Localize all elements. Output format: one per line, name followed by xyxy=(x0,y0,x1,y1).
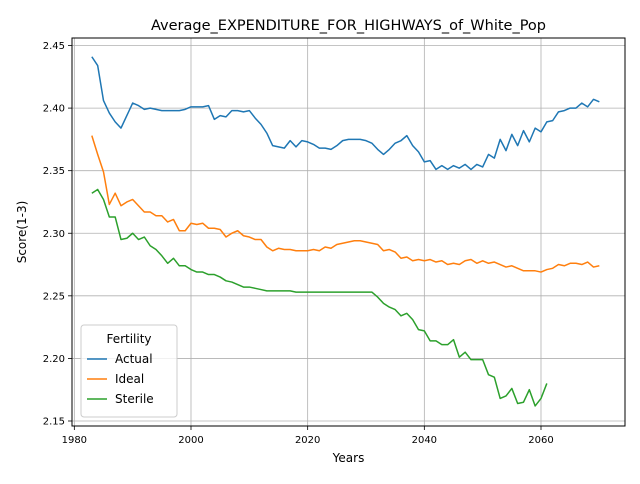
legend: Fertility Actual Ideal Sterile xyxy=(80,324,178,418)
ticks: 1980 2000 2020 2040 2060 2.15 2.20 2.25 2.30 2.35… xyxy=(43,41,554,446)
y-tick-label: 2.40 xyxy=(43,104,65,115)
x-tick-label: 2000 xyxy=(178,435,203,446)
x-tick-label: 2040 xyxy=(412,435,437,446)
series-line-sterile xyxy=(91,188,548,407)
chart-title: Average_EXPENDITURE_FOR_HIGHWAYS_of_Whit… xyxy=(151,18,546,34)
y-tick-label: 2.20 xyxy=(43,354,65,365)
legend-box xyxy=(80,324,178,418)
legend-label-sterile: Sterile xyxy=(115,392,154,406)
legend-title: Fertility xyxy=(106,332,151,346)
y-axis-label: Score(1-3) xyxy=(15,201,29,264)
legend-items: Actual Ideal Sterile xyxy=(87,352,154,406)
x-tick-label: 2060 xyxy=(528,435,553,446)
legend-label-ideal: Ideal xyxy=(115,372,144,386)
y-tick-label: 2.45 xyxy=(43,41,65,52)
axes-frame xyxy=(71,37,626,427)
y-tick-label: 2.25 xyxy=(43,291,65,302)
series-line-actual xyxy=(91,56,600,171)
x-tick-label: 2020 xyxy=(295,435,320,446)
x-tick-label: 1980 xyxy=(62,435,87,446)
y-tick-label: 2.30 xyxy=(43,229,65,240)
series-line-ideal xyxy=(91,135,600,273)
grid xyxy=(72,38,625,426)
y-tick-label: 2.35 xyxy=(43,166,65,177)
legend-label-actual: Actual xyxy=(115,352,153,366)
y-tick-label: 2.15 xyxy=(43,416,65,427)
x-axis-label: Years xyxy=(332,451,365,465)
series-lines xyxy=(91,56,600,407)
